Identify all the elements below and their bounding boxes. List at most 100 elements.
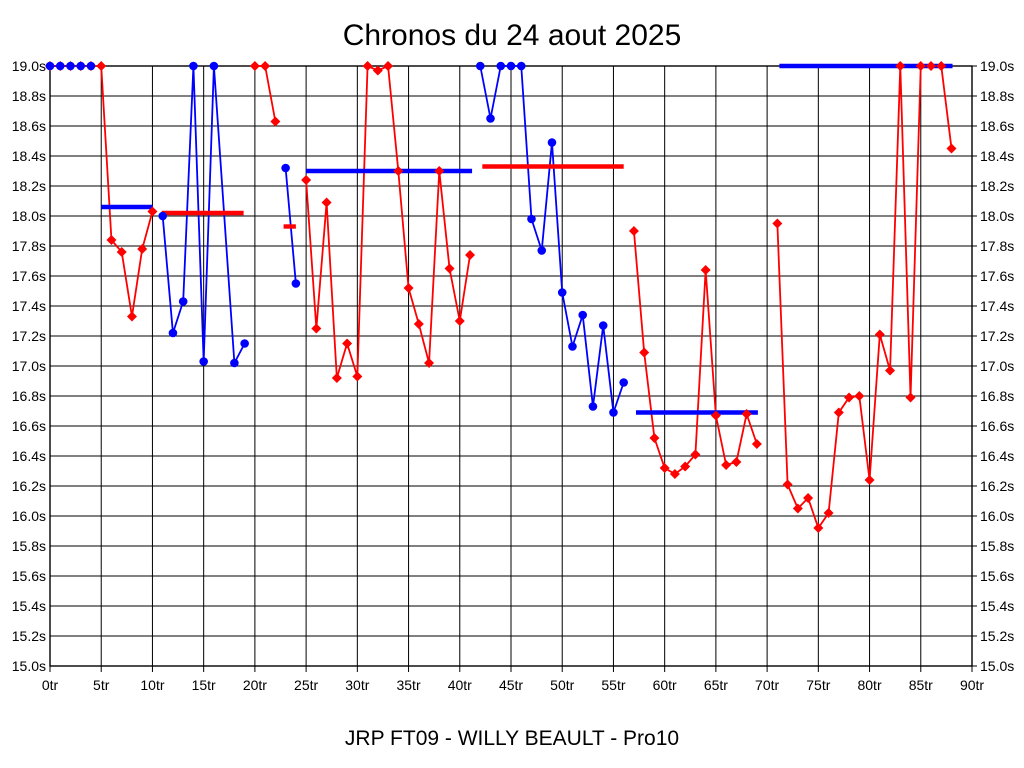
driver-red-point <box>946 143 957 154</box>
driver-red-point <box>936 61 947 71</box>
driver-blue-point <box>516 61 526 71</box>
driver-blue-point <box>486 114 495 123</box>
y-axis-label-left: 17.6s <box>12 268 46 284</box>
y-axis-label-right: 16.8s <box>980 388 1014 404</box>
driver-blue-point <box>86 61 96 71</box>
driver-red-point <box>895 61 906 71</box>
y-axis-label-left: 15.2s <box>12 628 46 644</box>
y-axis-label-left: 17.2s <box>12 328 46 344</box>
x-axis-label: 80tr <box>857 677 881 693</box>
y-axis-label-left: 17.8s <box>12 238 46 254</box>
y-axis-label-left: 16.4s <box>12 448 46 464</box>
driver-blue-point <box>230 358 239 368</box>
y-axis-label-right: 15.8s <box>980 538 1014 554</box>
driver-red-point <box>321 197 332 208</box>
driver-red-point <box>628 226 639 236</box>
driver-blue-point <box>240 339 249 348</box>
axis-tick-labels: 0tr 5tr 10tr 15tr 20tr 25tr 30tr 35tr 40tr 45tr 50… <box>12 58 1015 693</box>
y-axis-label-right: 16.4s <box>980 448 1014 464</box>
driver-blue-point <box>557 288 567 297</box>
driver-red-point <box>311 323 322 334</box>
driver-red-point <box>690 449 701 460</box>
driver-red-point <box>731 457 742 467</box>
y-axis-label-right: 15.6s <box>980 568 1014 584</box>
driver-blue-point <box>598 321 608 330</box>
driver-blue-point <box>178 297 188 306</box>
x-axis-label: 65tr <box>704 677 728 693</box>
driver-blue-point <box>609 408 618 417</box>
driver-red-point <box>710 410 721 421</box>
driver-red-point <box>393 166 404 176</box>
y-axis-label-right: 17.8s <box>980 238 1014 254</box>
driver-red-point <box>905 392 916 403</box>
driver-red-line <box>305 64 471 379</box>
driver-red-point <box>352 371 363 382</box>
driver-blue-point <box>547 138 557 147</box>
y-axis-label-right: 17.2s <box>980 328 1014 344</box>
x-axis-label: 25tr <box>294 677 318 693</box>
y-axis-label-left: 19.0s <box>12 58 46 74</box>
driver-red-point <box>782 479 793 490</box>
y-axis-label-right: 18.8s <box>980 88 1014 104</box>
y-axis-label-left: 17.0s <box>12 358 46 374</box>
driver-blue-point <box>619 378 628 387</box>
driver-red-point <box>342 338 353 349</box>
driver-blue-point <box>496 61 506 71</box>
x-axis-label: 40tr <box>448 677 472 693</box>
y-axis-label-left: 18.6s <box>12 118 46 134</box>
series-markers <box>45 61 957 533</box>
driver-blue-point <box>199 357 208 366</box>
driver-red-point <box>454 316 465 326</box>
driver-red-point <box>751 439 762 449</box>
driver-blue-point <box>189 61 198 71</box>
y-axis-label-left: 18.4s <box>12 148 46 164</box>
driver-red-point <box>854 391 865 401</box>
driver-red-point <box>833 407 844 418</box>
x-axis-label: 45tr <box>499 677 523 693</box>
driver-blue-point <box>45 61 55 71</box>
x-axis-label: 30tr <box>345 677 369 693</box>
x-axis-label: 0tr <box>42 677 59 693</box>
chart-title: Chronos du 24 aout 2025 <box>343 19 682 52</box>
y-axis-label-right: 16.0s <box>980 508 1014 524</box>
y-axis-label-right: 17.4s <box>980 298 1014 314</box>
driver-red-point <box>403 283 414 293</box>
y-axis-label-left: 16.0s <box>12 508 46 524</box>
driver-blue-point <box>588 402 598 411</box>
driver-red-point <box>669 469 680 479</box>
driver-blue-point <box>537 246 547 255</box>
driver-blue-point <box>475 61 485 71</box>
y-axis-label-right: 18.2s <box>980 178 1014 194</box>
x-axis-label: 50tr <box>550 677 574 693</box>
y-axis-label-right: 15.4s <box>980 598 1014 614</box>
driver-blue-point <box>168 328 178 338</box>
y-axis-label-right: 16.2s <box>980 478 1014 494</box>
driver-red-point <box>885 365 896 376</box>
driver-red-point <box>659 463 670 473</box>
driver-blue-point <box>209 61 219 71</box>
x-axis-label: 35tr <box>396 677 420 693</box>
y-axis-label-left: 15.6s <box>12 568 46 584</box>
driver-red-point <box>270 116 281 127</box>
x-axis-label: 85tr <box>909 677 933 693</box>
y-axis-label-left: 18.0s <box>12 208 46 224</box>
driver-blue-point <box>568 342 577 351</box>
driver-blue-point <box>527 214 536 224</box>
driver-blue-line <box>479 65 625 413</box>
y-axis-label-right: 15.0s <box>980 658 1014 674</box>
driver-red-point <box>424 358 435 368</box>
y-axis-label-right: 18.6s <box>980 118 1014 134</box>
driver-red-point <box>813 523 824 533</box>
y-axis-label-left: 16.2s <box>12 478 46 494</box>
x-axis-label: 60tr <box>653 677 677 693</box>
driver-red-point <box>116 247 127 257</box>
y-axis-label-left: 16.6s <box>12 418 46 434</box>
x-axis-label: 55tr <box>601 677 625 693</box>
driver-red-point <box>700 265 711 275</box>
driver-red-point <box>444 263 455 274</box>
y-axis-label-left: 15.0s <box>12 658 46 674</box>
driver-red-point <box>147 206 158 217</box>
y-axis-label-right: 18.4s <box>980 148 1014 164</box>
y-axis-label-right: 16.6s <box>980 418 1014 434</box>
